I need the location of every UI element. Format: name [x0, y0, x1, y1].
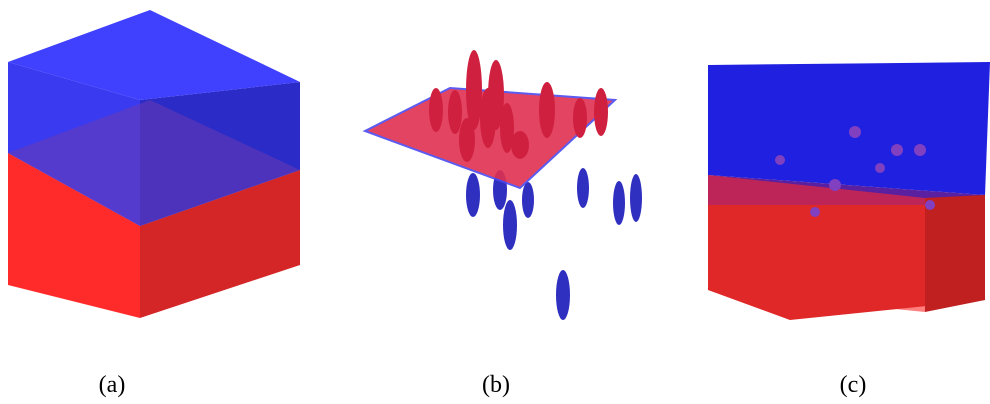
- blue-region: [708, 62, 990, 195]
- panel-label: (b): [482, 372, 510, 398]
- panel-a-image: [8, 10, 300, 318]
- panel-label: (c): [840, 372, 867, 398]
- blue-droplets: [466, 168, 642, 320]
- figure: (a) (b) (c): [0, 0, 990, 404]
- panel-c-image: [708, 62, 990, 320]
- panel-label: (a): [99, 372, 126, 398]
- panel-b-image: [365, 50, 642, 320]
- red-side: [925, 195, 985, 312]
